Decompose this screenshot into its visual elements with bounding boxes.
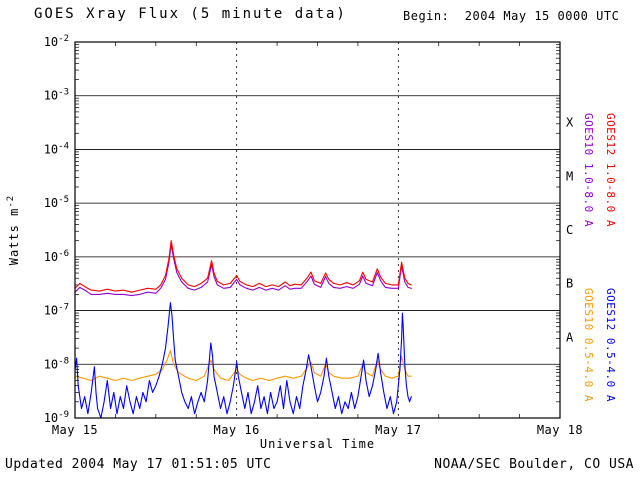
y-tick-label: 10-3 — [44, 88, 69, 103]
series-line-goes10-0-5-4-0-a — [74, 350, 412, 382]
legend-goes12-short-channel: GOES12 0.5-4.0 A — [604, 288, 617, 402]
plot-frame — [74, 41, 561, 419]
y-tick-label: 10-7 — [44, 303, 69, 318]
y-axis-label-base: Watts m — [7, 207, 21, 266]
x-tick-label: May 18 — [537, 423, 583, 437]
y-axis-label: Watts m-2 — [6, 170, 22, 290]
flare-class-label: A — [566, 330, 574, 344]
credit-label: NOAA/SEC Boulder, CO USA — [434, 457, 634, 472]
y-tick-label: 10-4 — [44, 141, 69, 156]
x-tick-label: May 15 — [52, 423, 98, 437]
x-axis-label: Universal Time — [259, 437, 376, 451]
y-tick-label: 10-5 — [44, 195, 69, 210]
flare-class-label: B — [566, 277, 573, 291]
flare-class-label: M — [566, 169, 573, 183]
x-tick-label: May 17 — [375, 423, 421, 437]
page-title: GOES Xray Flux (5 minute data) — [34, 6, 347, 22]
legend-goes10-long-channel: GOES10 1.0-8.0 A — [582, 113, 595, 227]
series-line-goes10-1-0-8-0-a — [74, 243, 412, 297]
y-tick-label: 10-9 — [44, 410, 69, 425]
legend-goes12-long-channel: GOES12 1.0-8.0 A — [604, 113, 617, 227]
flare-class-label: X — [566, 116, 574, 130]
series-line-goes12-0-5-4-0-a — [74, 302, 412, 419]
y-tick-label: 10-8 — [44, 356, 69, 371]
begin-timestamp-label: Begin: 2004 May 15 0000 UTC — [403, 9, 620, 23]
y-tick-label: 10-2 — [44, 34, 69, 49]
legend-goes10-short-channel: GOES10 0.5-4.0 A — [582, 288, 595, 402]
flare-class-label: C — [566, 223, 573, 237]
series-line-goes12-1-0-8-0-a — [74, 240, 412, 293]
updated-timestamp-label: Updated 2004 May 17 01:51:05 UTC — [5, 457, 272, 472]
y-axis-label-exponent: -2 — [6, 194, 16, 208]
x-tick-label: May 16 — [213, 423, 259, 437]
y-tick-label: 10-6 — [44, 249, 69, 264]
